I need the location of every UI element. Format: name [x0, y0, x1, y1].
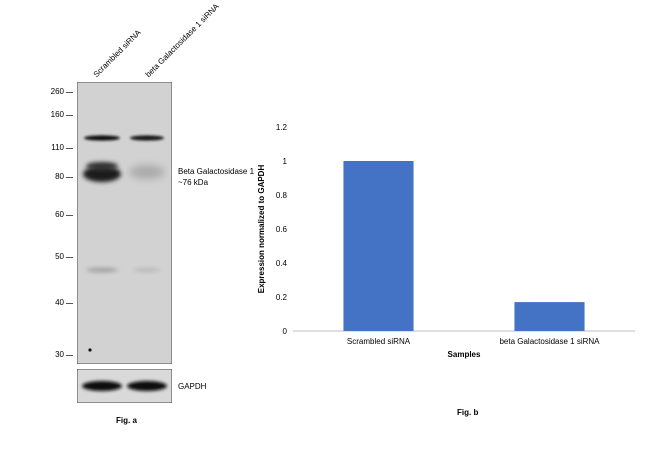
target-band-label: Beta Galactosidase 1 ~76 kDa: [178, 166, 254, 188]
mw-marker-260: 260: [50, 87, 64, 96]
lane-label-scrambled: Scrambled siRNA: [91, 27, 143, 79]
mw-marker-50: 50: [55, 252, 64, 261]
mw-marker-40: 40: [55, 298, 64, 307]
mw-tick-40: [66, 303, 73, 304]
blot-membrane-image: [77, 82, 172, 364]
chart-bars: [343, 161, 585, 331]
figure-label-b: Fig. b: [457, 408, 479, 417]
mw-marker-110: 110: [51, 143, 64, 152]
bar-chart: 0 0.2 0.4 0.6 0.8 1 1.2 Scrambled siRNA beta Ga…: [257, 123, 635, 359]
y-tick-label: 1: [283, 157, 288, 166]
lane-label-bgal-sirna: beta Galactosidase 1 siRNA: [143, 1, 221, 80]
mw-tick-260: [66, 92, 73, 93]
target-band-name: Beta Galactosidase 1: [178, 167, 255, 176]
x-tick-label: beta Galactosidase 1 siRNA: [499, 337, 600, 346]
x-axis-label: Samples: [448, 350, 481, 359]
y-tick-label: 0.2: [276, 293, 288, 302]
mw-marker-80: 80: [55, 172, 64, 181]
y-tick-label: 0.4: [276, 259, 288, 268]
target-band-size: ~76 kDa: [178, 178, 209, 187]
y-tick-label: 1.2: [276, 123, 288, 132]
mw-tick-50: [66, 257, 73, 258]
bar-1: [343, 161, 414, 331]
y-tick-label: 0.8: [276, 191, 288, 200]
mw-tick-60: [66, 215, 73, 216]
mw-marker-30: 30: [55, 350, 64, 359]
mw-tick-80: [66, 177, 73, 178]
mw-tick-110: [66, 148, 73, 149]
y-tick-label: 0: [283, 327, 288, 336]
x-axis-ticks: Scrambled siRNA beta Galactosidase 1 siRN…: [347, 337, 600, 346]
mw-marker-160: 160: [50, 110, 64, 119]
figure-label-a: Fig. a: [116, 416, 137, 425]
mw-tick-160: [66, 115, 73, 116]
mw-tick-30: [66, 355, 73, 356]
x-tick-label: Scrambled siRNA: [347, 337, 411, 346]
y-tick-label: 0.6: [276, 225, 288, 234]
bar-2: [514, 302, 585, 331]
y-axis-ticks: 0 0.2 0.4 0.6 0.8 1 1.2: [276, 123, 288, 336]
y-axis-label: Expression normalized to GAPDH: [257, 165, 266, 294]
gapdh-label: GAPDH: [178, 382, 207, 391]
mw-marker-60: 60: [55, 210, 64, 219]
gapdh-blot-image: [77, 369, 172, 403]
